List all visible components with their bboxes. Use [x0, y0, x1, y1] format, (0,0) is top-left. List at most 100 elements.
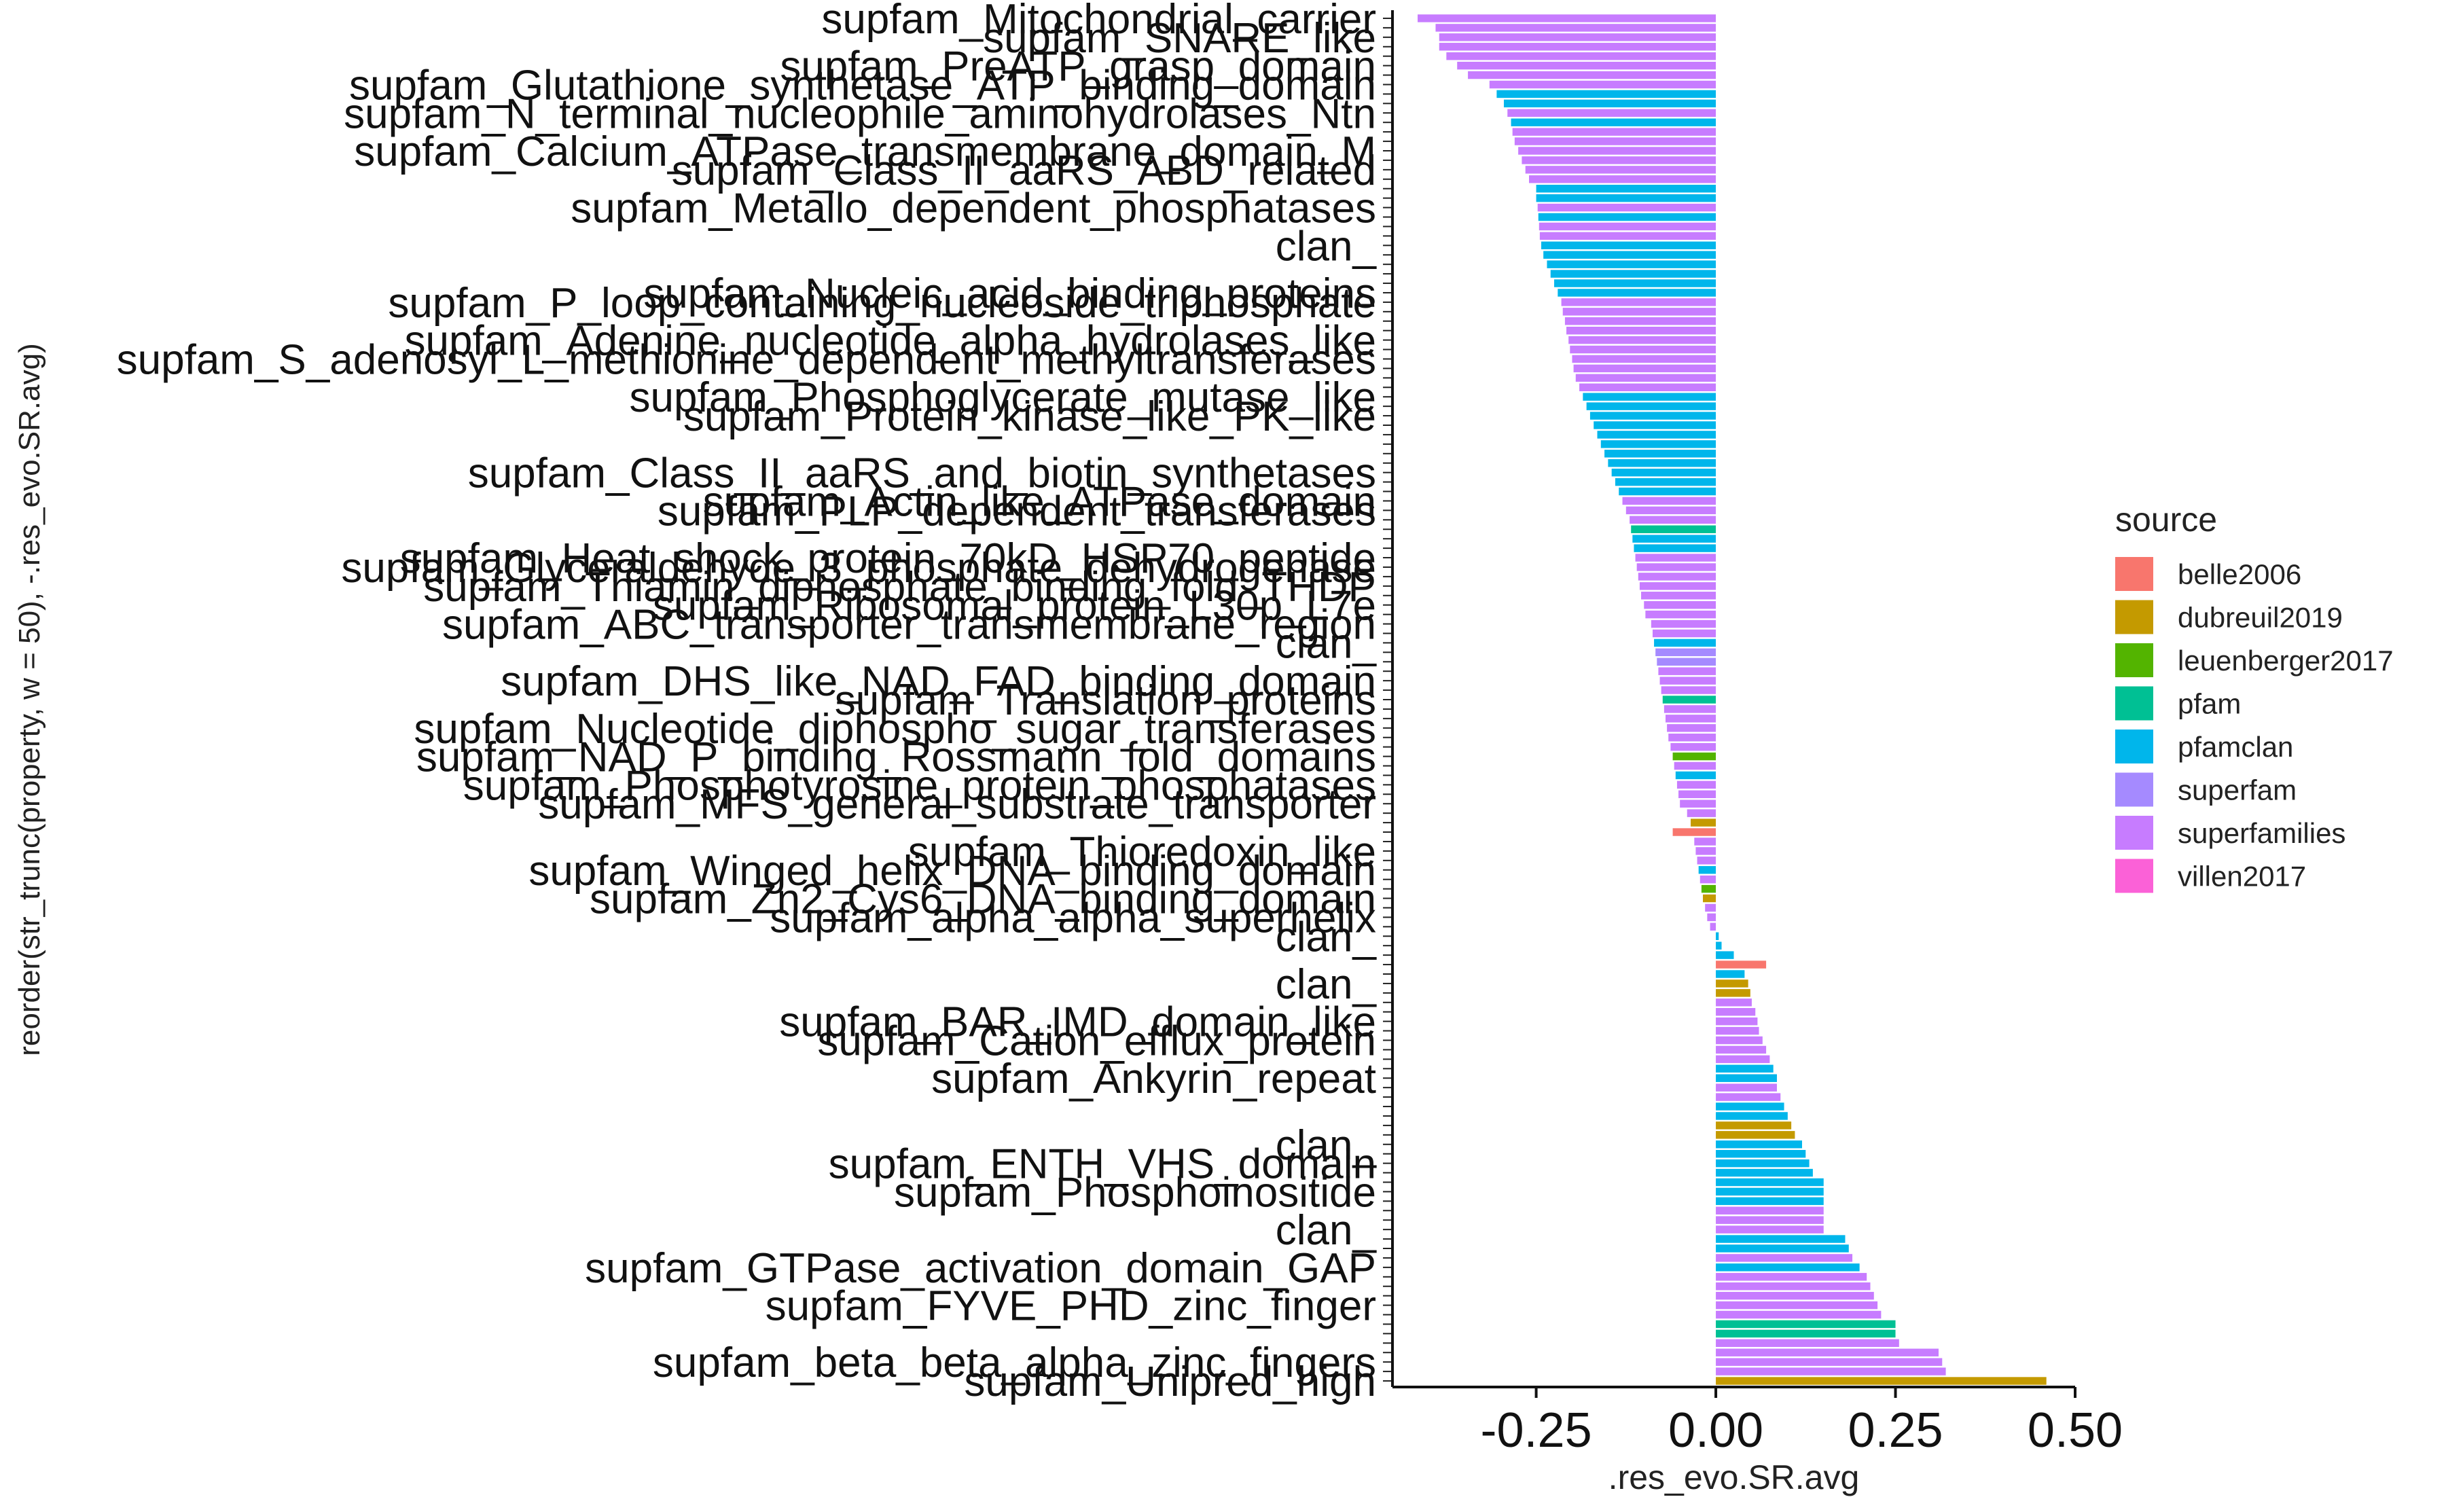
bar [1525, 166, 1716, 174]
legend-label: villen2017 [2178, 861, 2306, 893]
category-label: supfam_SNARE_like [983, 15, 1376, 62]
legend-swatch [2115, 557, 2153, 591]
legend-label: superfam [2178, 774, 2297, 806]
bar [1608, 459, 1716, 467]
legend-swatch [2115, 816, 2153, 850]
bar [1672, 752, 1716, 761]
bar [1529, 175, 1716, 183]
bar [1662, 696, 1716, 704]
category-label: supfam_Phosphoinositide [894, 1169, 1376, 1216]
bar [1570, 345, 1716, 354]
bar [1716, 1197, 1824, 1206]
bar [1457, 61, 1716, 70]
category-label: supfam_Class_II_aaRS_and_biotin_syntheta… [468, 450, 1376, 497]
category-label: supfam_Translation_proteins [835, 677, 1376, 724]
bar [1536, 194, 1716, 202]
bar [1716, 1320, 1896, 1329]
bar [1707, 913, 1716, 922]
category-label: supfam_NAD_P_binding_Rossmann_fold_domai… [416, 734, 1376, 781]
bar [1716, 1149, 1806, 1158]
bar [1716, 1036, 1763, 1045]
bar [1536, 185, 1716, 193]
bar [1439, 43, 1716, 51]
x-tick-label: 0.00 [1668, 1403, 1763, 1458]
category-label: clan_ [1276, 914, 1378, 960]
bar [1511, 118, 1716, 126]
legend-swatch [2115, 730, 2153, 763]
bar [1630, 516, 1716, 524]
bar [1639, 582, 1716, 590]
bar [1514, 137, 1716, 145]
bar [1539, 232, 1716, 240]
bar [1663, 705, 1716, 713]
bar [1716, 1055, 1770, 1064]
legend-label: pfamclan [2178, 731, 2293, 763]
category-label: supfam_Metallo_dependent_phosphatases [571, 185, 1376, 232]
category-label: supfam_Adenine_nucleotide_alpha_hydrolas… [405, 318, 1376, 365]
bar [1641, 592, 1716, 600]
bar [1716, 1159, 1810, 1168]
bar [1716, 1216, 1824, 1224]
bar [1716, 1377, 2047, 1385]
category-label: supfam_P_loop_containing_nucleoside_trip… [388, 280, 1376, 327]
bar [1638, 573, 1716, 581]
x-tick-label: -0.25 [1481, 1403, 1592, 1458]
legend-swatch [2115, 772, 2153, 807]
bar [1632, 535, 1716, 543]
bar [1654, 638, 1716, 647]
bar [1716, 951, 1734, 959]
bar [1678, 790, 1716, 799]
bar [1661, 686, 1716, 694]
bar [1635, 554, 1716, 562]
bar [1666, 715, 1716, 723]
bar [1468, 71, 1716, 79]
legend-label: leuenberger2017 [2178, 645, 2394, 677]
bar [1435, 24, 1716, 32]
x-axis-title: .res_evo.SR.avg [1608, 1458, 1860, 1496]
bar [1439, 33, 1716, 41]
category-label: clan_ [1276, 961, 1378, 1008]
bar [1699, 875, 1716, 884]
category-label: supfam_ABC_transporter_transmembrane_reg… [442, 602, 1376, 649]
bar [1418, 14, 1716, 22]
bar [1568, 336, 1716, 344]
bar [1695, 847, 1716, 855]
bar [1636, 563, 1716, 571]
category-label: supfam_BAR_IMD_domain_like [779, 999, 1376, 1046]
bar [1600, 440, 1716, 448]
category-label: supfam_Nucleotide_diphospho_sugar_transf… [414, 706, 1376, 753]
bar [1554, 279, 1716, 287]
bar [1564, 317, 1716, 325]
category-label: clan_ [1276, 1207, 1378, 1254]
bar [1446, 52, 1716, 60]
bar [1604, 450, 1716, 458]
bar [1716, 1083, 1777, 1092]
category-label: supfam_beta_beta_alpha_zinc_fingers [653, 1339, 1376, 1386]
y-axis-title: reorder(str_trunc(property, w = 50), -.r… [13, 343, 46, 1056]
bar [1705, 903, 1716, 912]
bar [1716, 1291, 1874, 1300]
bar [1716, 1206, 1824, 1214]
bar [1583, 393, 1716, 401]
category-label: supfam_GTPase_activation_domain_GAP [585, 1245, 1376, 1292]
bar [1716, 1339, 1899, 1348]
category-label: supfam_Heat_shock_protein_70kD_HSP70_pep… [400, 535, 1376, 582]
bar [1489, 80, 1716, 89]
bar [1716, 1140, 1802, 1149]
category-label: supfam_PLP_dependent_transferases [658, 488, 1376, 535]
bar [1562, 308, 1716, 316]
bar [1675, 771, 1716, 780]
bar [1716, 989, 1750, 997]
category-label: supfam_Glutathione_synthetase_ATP_bindin… [349, 62, 1376, 109]
bar [1668, 734, 1716, 742]
bar [1541, 241, 1716, 250]
category-label: supfam_Mitochondrial_carrier [821, 0, 1376, 43]
bar [1522, 156, 1716, 164]
bar [1716, 979, 1748, 988]
legend-swatch [2115, 643, 2153, 677]
legend-label: superfamilies [2178, 817, 2345, 849]
bar [1622, 497, 1716, 505]
bar [1716, 1074, 1777, 1082]
x-ticks: -0.25 0.00 0.25 0.50 [1481, 1387, 2123, 1458]
